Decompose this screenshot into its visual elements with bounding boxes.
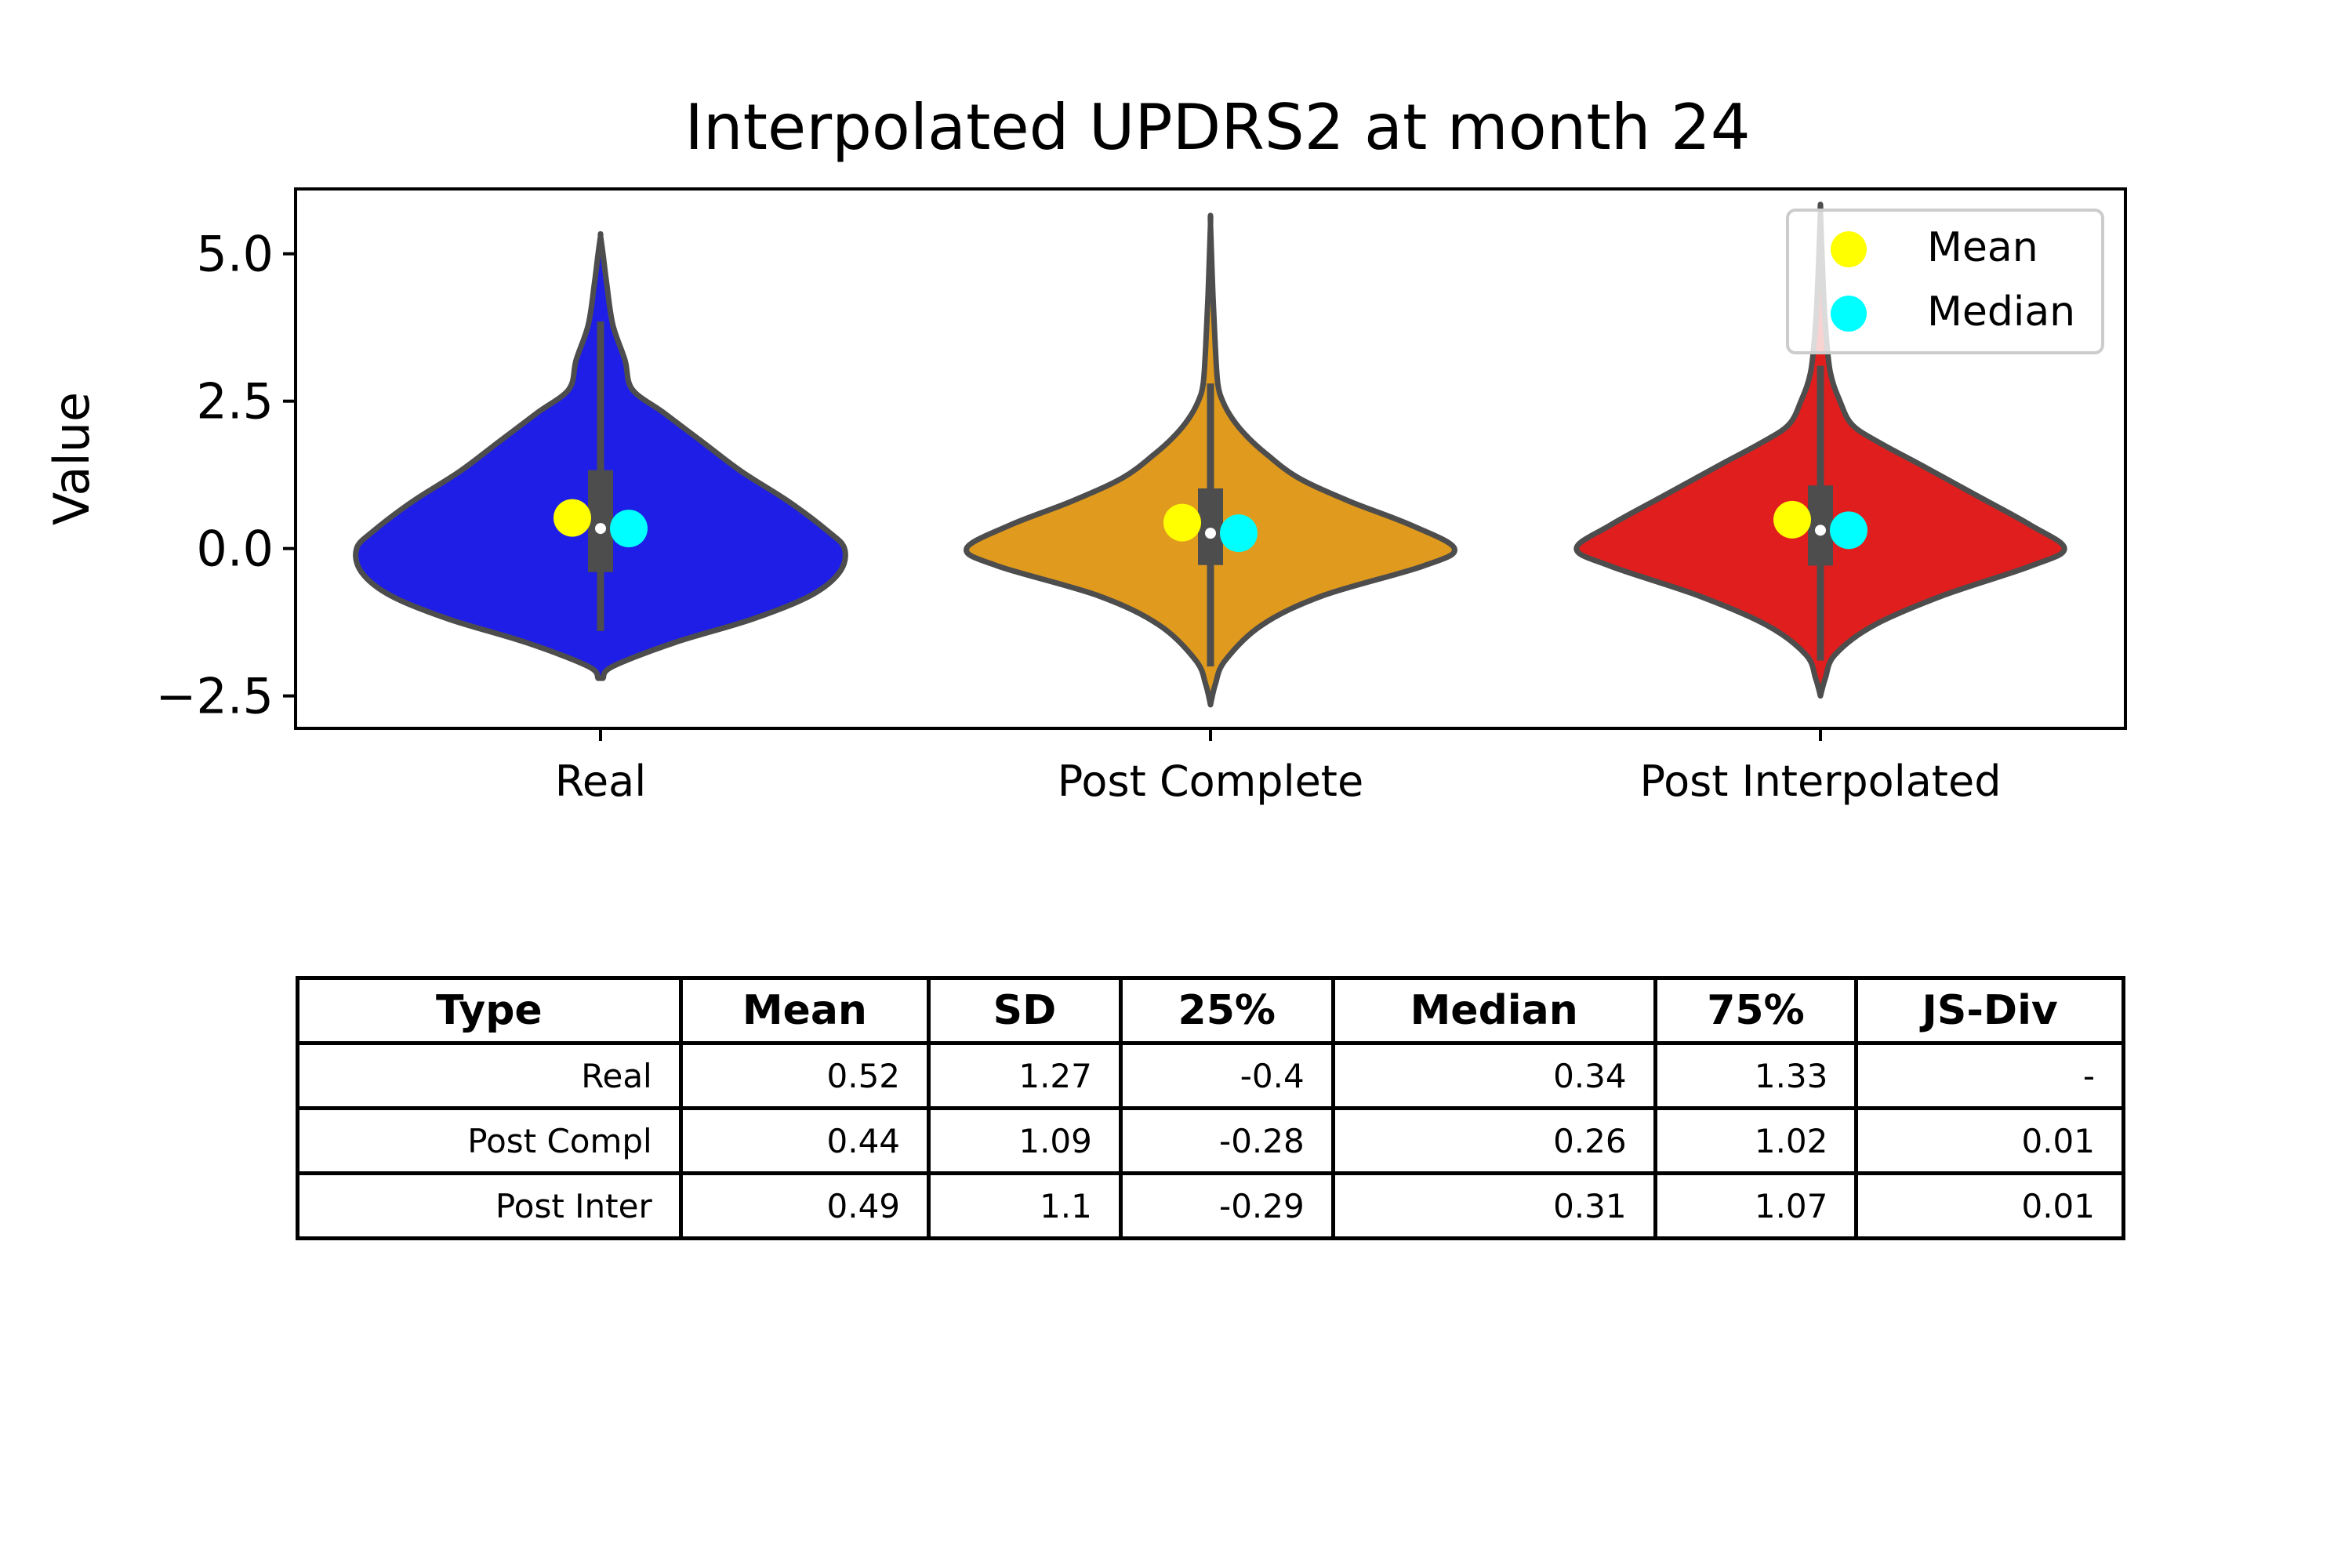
table-header-cell: 25% bbox=[1118, 976, 1335, 1045]
table-cell: 1.09 bbox=[927, 1106, 1123, 1175]
iqr-box bbox=[588, 470, 613, 572]
table-cell: 0.49 bbox=[678, 1171, 931, 1240]
iqr-box bbox=[1198, 488, 1223, 565]
mean-marker bbox=[554, 499, 591, 537]
legend-median-marker bbox=[1831, 296, 1867, 332]
table-cell: Post Inter bbox=[296, 1171, 683, 1240]
median-marker bbox=[610, 510, 648, 548]
table-header-cell: Median bbox=[1330, 976, 1657, 1045]
x-tick-label: Post Complete bbox=[1058, 757, 1363, 806]
y-tick-label: −2.5 bbox=[155, 668, 274, 725]
table-header-cell: SD bbox=[927, 976, 1123, 1045]
table-cell: 0.52 bbox=[678, 1041, 931, 1110]
table-cell: Real bbox=[296, 1041, 683, 1110]
legend-median-label: Median bbox=[1927, 289, 2075, 336]
table-cell: -0.28 bbox=[1118, 1106, 1335, 1175]
mean-marker bbox=[1163, 503, 1201, 542]
chart-title: Interpolated UPDRS2 at month 24 bbox=[684, 91, 1750, 164]
table-header-cell: JS-Div bbox=[1854, 976, 2125, 1045]
table-cell: 1.1 bbox=[927, 1171, 1123, 1240]
table-cell: 1.33 bbox=[1653, 1041, 1859, 1110]
median-white-dot bbox=[595, 523, 606, 535]
table-row: Post Compl 0.44 1.09 -0.28 0.26 1.02 0.0… bbox=[296, 1106, 2125, 1175]
axis-ticks: Real Post Complete Post Interpolated −2.5 0.… bbox=[155, 226, 2001, 806]
table-cell: 0.01 bbox=[1854, 1106, 2125, 1175]
table-row: Real 0.52 1.27 -0.4 0.34 1.33 - bbox=[296, 1041, 2125, 1110]
table-cell: -0.4 bbox=[1118, 1041, 1335, 1110]
summary-stats-table: Type Mean SD 25% Median 75% JS-Div Real … bbox=[296, 976, 2125, 1240]
table-cell: - bbox=[1854, 1041, 2125, 1110]
median-white-dot bbox=[1205, 528, 1216, 539]
table-header-row: Type Mean SD 25% Median 75% JS-Div bbox=[296, 976, 2125, 1045]
legend: Mean Median bbox=[1786, 209, 2104, 354]
table-cell: 1.07 bbox=[1653, 1171, 1859, 1240]
median-marker bbox=[1220, 514, 1258, 553]
x-tick-label: Real bbox=[555, 757, 646, 806]
table-cell: 0.26 bbox=[1330, 1106, 1657, 1175]
mean-marker bbox=[1773, 500, 1811, 539]
table-cell: 1.27 bbox=[927, 1041, 1123, 1110]
y-tick-label: 0.0 bbox=[196, 521, 274, 578]
table-cell: 0.44 bbox=[678, 1106, 931, 1175]
y-axis-label: Value bbox=[43, 392, 100, 525]
table-header-cell: Mean bbox=[678, 976, 931, 1045]
table-header-cell: 75% bbox=[1653, 976, 1859, 1045]
table-row: Post Inter 0.49 1.1 -0.29 0.31 1.07 0.01 bbox=[296, 1171, 2125, 1240]
table-cell: 1.02 bbox=[1653, 1106, 1859, 1175]
median-white-dot bbox=[1815, 524, 1826, 536]
table-cell: 0.01 bbox=[1854, 1171, 2125, 1240]
legend-mean-marker bbox=[1831, 231, 1867, 267]
table-header-cell: Type bbox=[296, 976, 683, 1045]
y-tick-label: 5.0 bbox=[196, 226, 274, 283]
median-marker bbox=[1830, 511, 1867, 550]
y-tick-label: 2.5 bbox=[196, 373, 274, 430]
table-cell: Post Compl bbox=[296, 1106, 683, 1175]
table-cell: 0.31 bbox=[1330, 1171, 1657, 1240]
table-cell: 0.34 bbox=[1330, 1041, 1657, 1110]
legend-mean-label: Mean bbox=[1927, 224, 2038, 271]
table-cell: -0.29 bbox=[1118, 1171, 1335, 1240]
plot-area bbox=[353, 201, 2067, 708]
x-tick-label: Post Interpolated bbox=[1640, 757, 2002, 806]
